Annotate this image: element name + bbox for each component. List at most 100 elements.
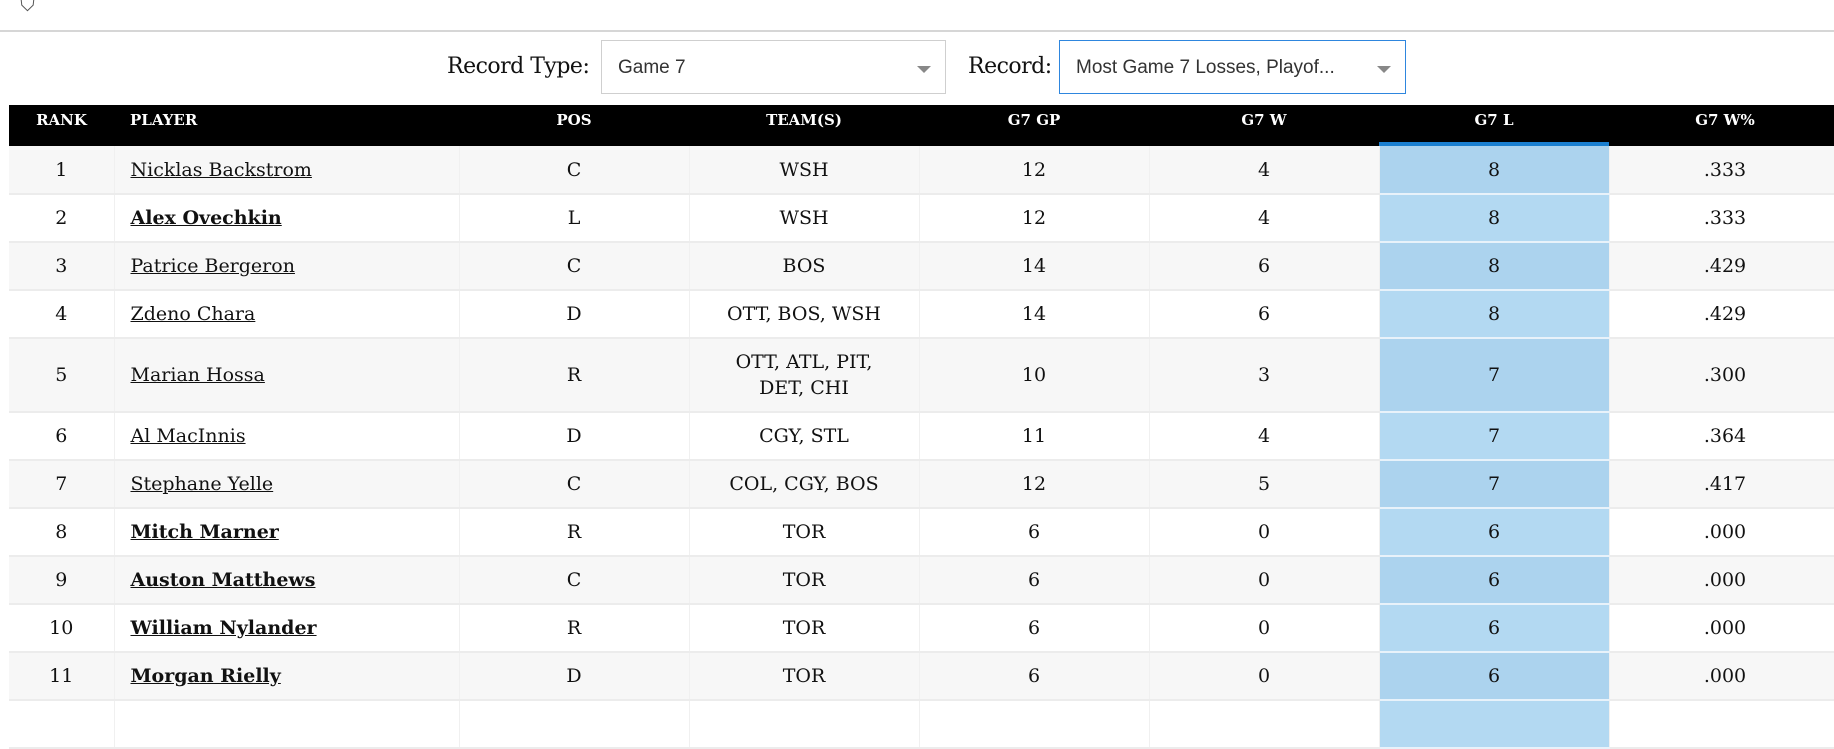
cell-gp-value: 6 — [920, 617, 1149, 639]
cell-rank-value: 9 — [9, 569, 114, 591]
cell-l-value: 8 — [1380, 159, 1609, 181]
cell-player: Auston Matthews — [114, 556, 459, 604]
cell-player: Morgan Rielly — [114, 652, 459, 700]
record-type-select[interactable]: Game 7 — [601, 40, 946, 94]
player-link[interactable]: Marian Hossa — [131, 364, 265, 386]
cell-pos: C — [459, 146, 689, 194]
cell-rank-value: 1 — [9, 159, 114, 181]
cell-w-value: 0 — [1150, 617, 1379, 639]
record-type-value: Game 7 — [618, 57, 686, 78]
cell-wpct-value: .333 — [1610, 207, 1834, 229]
cell-wpct: .000 — [1609, 508, 1834, 556]
filters-bar: Record Type: Game 7 Record: Most Game 7 … — [0, 40, 1834, 96]
cell-teams: WSH — [689, 146, 919, 194]
cell-w: 0 — [1149, 604, 1379, 652]
cell-teams-value: TOR — [690, 567, 919, 593]
cell-rank: 9 — [9, 556, 114, 604]
cell-gp: 14 — [919, 290, 1149, 338]
column-header-teams[interactable]: TEAM(S) — [689, 105, 919, 146]
cell-gp: 6 — [919, 604, 1149, 652]
player-link[interactable]: Auston Matthews — [131, 569, 316, 591]
player-link[interactable]: Morgan Rielly — [131, 665, 281, 687]
cell-rank — [9, 700, 114, 748]
cell-player: Patrice Bergeron — [114, 242, 459, 290]
cell-player: Al MacInnis — [114, 412, 459, 460]
player-link[interactable]: Nicklas Backstrom — [131, 159, 312, 181]
column-header-wpct[interactable]: G7 W% — [1609, 105, 1834, 146]
cell-teams: WSH — [689, 194, 919, 242]
cell-gp: 12 — [919, 460, 1149, 508]
cell-w: 5 — [1149, 460, 1379, 508]
cell-pos-value: D — [460, 303, 689, 325]
cell-pos-value: C — [460, 159, 689, 181]
cell-teams: TOR — [689, 604, 919, 652]
cell-gp: 6 — [919, 652, 1149, 700]
player-link[interactable]: Alex Ovechkin — [131, 207, 282, 229]
cell-wpct-value: .429 — [1610, 303, 1834, 325]
player-link[interactable]: Patrice Bergeron — [131, 255, 295, 277]
record-select[interactable]: Most Game 7 Losses, Playof... — [1059, 40, 1406, 94]
cell-wpct-value: .000 — [1610, 521, 1834, 543]
chevron-down-icon — [917, 66, 931, 73]
cell-l-value: 6 — [1380, 617, 1609, 639]
column-header-player[interactable]: PLAYER — [114, 105, 459, 146]
cell-gp: 12 — [919, 146, 1149, 194]
column-header-w[interactable]: G7 W — [1149, 105, 1379, 146]
column-header-l[interactable]: G7 L — [1379, 105, 1609, 146]
cell-rank-value: 7 — [9, 473, 114, 495]
cell-gp-value: 11 — [920, 425, 1149, 447]
cell-pos-value: D — [460, 665, 689, 687]
site-logo-icon[interactable]: ⛉ — [20, 0, 35, 16]
player-link[interactable]: Al MacInnis — [131, 425, 246, 447]
cell-teams: TOR — [689, 652, 919, 700]
player-link[interactable]: Mitch Marner — [131, 521, 279, 543]
cell-teams: OTT, BOS, WSH — [689, 290, 919, 338]
cell-l: 6 — [1379, 652, 1609, 700]
cell-pos: C — [459, 460, 689, 508]
cell-player — [114, 700, 459, 748]
cell-l: 6 — [1379, 508, 1609, 556]
cell-rank: 10 — [9, 604, 114, 652]
cell-l-value: 6 — [1380, 569, 1609, 591]
player-link[interactable]: Zdeno Chara — [131, 303, 256, 325]
cell-rank: 7 — [9, 460, 114, 508]
cell-gp: 14 — [919, 242, 1149, 290]
table-row — [9, 700, 1834, 748]
cell-player: Alex Ovechkin — [114, 194, 459, 242]
column-header-pos[interactable]: POS — [459, 105, 689, 146]
cell-pos: C — [459, 556, 689, 604]
cell-l-value: 8 — [1380, 303, 1609, 325]
cell-teams: CGY, STL — [689, 412, 919, 460]
cell-wpct-value: .364 — [1610, 425, 1834, 447]
cell-w: 6 — [1149, 290, 1379, 338]
column-header-rank[interactable]: RANK — [9, 105, 114, 146]
cell-rank-value: 11 — [9, 665, 114, 687]
cell-gp-value: 6 — [920, 569, 1149, 591]
cell-pos: R — [459, 508, 689, 556]
cell-rank: 5 — [9, 338, 114, 412]
cell-w-value: 4 — [1150, 207, 1379, 229]
cell-rank: 4 — [9, 290, 114, 338]
cell-w: 0 — [1149, 556, 1379, 604]
cell-rank-value: 4 — [9, 303, 114, 325]
column-header-gp[interactable]: G7 GP — [919, 105, 1149, 146]
cell-teams-value: OTT, ATL, PIT, DET, CHI — [690, 349, 919, 401]
cell-teams-value: BOS — [690, 253, 919, 279]
cell-pos-value: R — [460, 521, 689, 543]
player-link[interactable]: Stephane Yelle — [131, 473, 274, 495]
cell-rank-value: 10 — [9, 617, 114, 639]
cell-l-value: 7 — [1380, 364, 1609, 386]
cell-pos-value: R — [460, 364, 689, 386]
cell-teams — [689, 700, 919, 748]
cell-l-value: 6 — [1380, 665, 1609, 687]
player-link[interactable]: William Nylander — [131, 617, 317, 639]
cell-teams: OTT, ATL, PIT, DET, CHI — [689, 338, 919, 412]
cell-pos: C — [459, 242, 689, 290]
cell-wpct: .300 — [1609, 338, 1834, 412]
cell-w: 4 — [1149, 412, 1379, 460]
